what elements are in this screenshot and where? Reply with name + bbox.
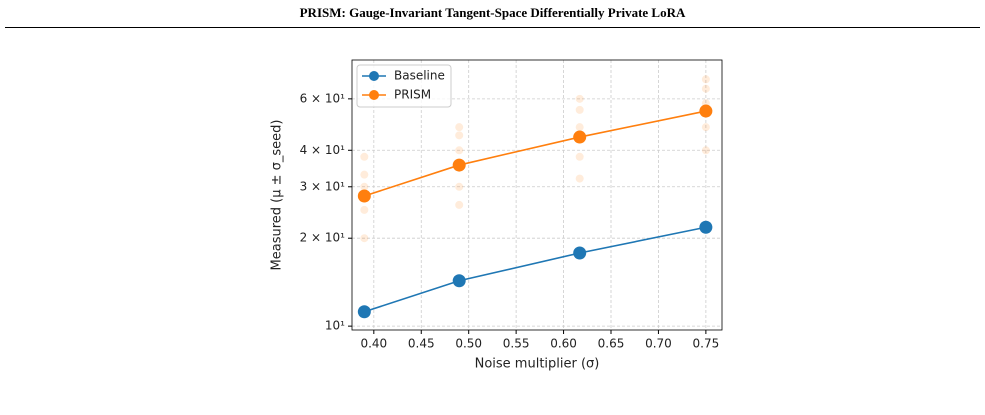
marker (573, 130, 587, 144)
series-line (364, 226, 707, 313)
legend-marker (369, 90, 379, 100)
marker (452, 158, 466, 172)
marker (573, 246, 587, 260)
x-tick-label: 0.45 (408, 337, 435, 351)
running-header: PRISM: Gauge-Invariant Tangent-Space Dif… (299, 5, 686, 20)
y-tick-label: 2 × 10¹ (300, 231, 346, 245)
x-tick-label: 0.50 (455, 337, 482, 351)
seed-point (575, 174, 584, 183)
seed-point (455, 131, 464, 140)
seed-point (575, 123, 584, 132)
seed-point (455, 146, 464, 155)
legend-marker (369, 71, 379, 81)
y-tick-label: 4 × 10¹ (300, 143, 346, 157)
seed-point (701, 84, 710, 93)
seed-point (701, 75, 710, 84)
y-tick-label: 6 × 10¹ (300, 91, 346, 105)
seed-point (360, 170, 369, 179)
seed-point (455, 200, 464, 209)
series-line (364, 110, 707, 197)
seed-point (575, 105, 584, 114)
y-tick-label: 3 × 10¹ (300, 179, 346, 193)
seed-point (360, 205, 369, 214)
seed-point (360, 182, 369, 191)
x-tick-label: 0.55 (503, 337, 530, 351)
legend-label: PRISM (394, 88, 431, 102)
x-tick-label: 0.65 (598, 337, 625, 351)
seed-point (360, 234, 369, 243)
legend-label: Baseline (394, 69, 445, 83)
header-rule (5, 27, 980, 28)
seed-point (455, 123, 464, 132)
seed-point (360, 152, 369, 161)
seed-point (575, 152, 584, 161)
seed-point (455, 182, 464, 191)
plot-frame (351, 59, 723, 331)
marker (699, 220, 713, 234)
seed-point (701, 123, 710, 132)
x-tick-label: 0.70 (645, 337, 672, 351)
x-tick-label: 0.60 (550, 337, 577, 351)
seed-point (701, 146, 710, 155)
x-tick-label: 0.40 (360, 337, 387, 351)
seed-point (575, 94, 584, 103)
marker (452, 274, 466, 288)
y-axis-label: Measured (μ ± σ_seed) (270, 120, 285, 271)
y-tick-label: 10¹ (325, 319, 345, 333)
marker (357, 305, 371, 319)
x-tick-label: 0.75 (693, 337, 720, 351)
marker (357, 189, 371, 203)
marker (699, 104, 713, 118)
x-axis-label: Noise multiplier (σ) (475, 357, 600, 372)
